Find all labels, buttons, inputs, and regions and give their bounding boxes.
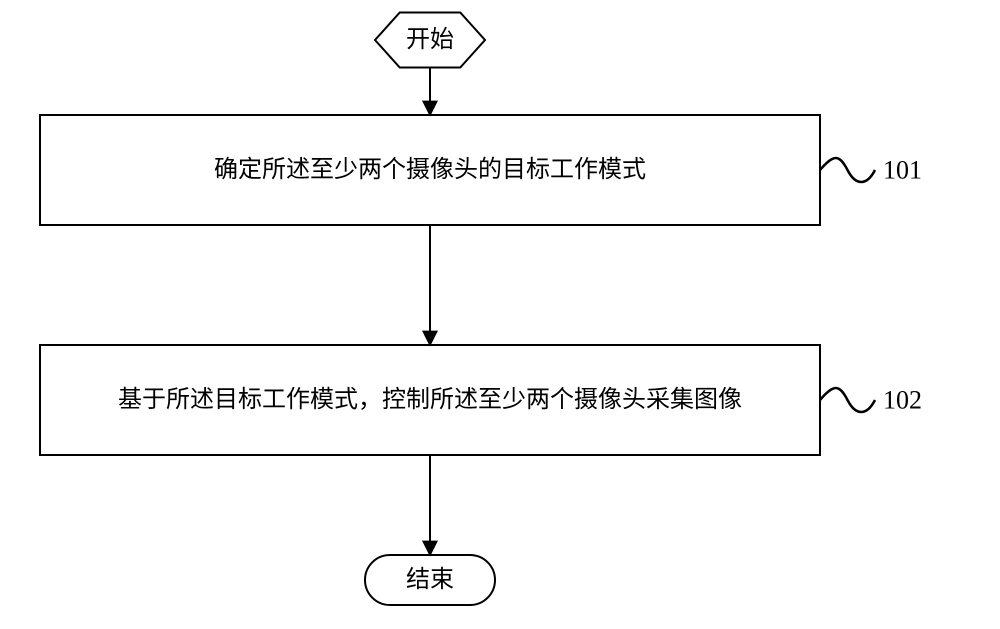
node-label-start: 开始 [406, 26, 454, 53]
node-label-end: 结束 [406, 566, 454, 593]
annotation-label-step1: 101 [883, 156, 922, 185]
node-label-step2: 基于所述目标工作模式，控制所述至少两个摄像头采集图像 [118, 386, 742, 413]
node-label-step1: 确定所述至少两个摄像头的目标工作模式 [214, 156, 646, 183]
tilde-step2 [820, 388, 875, 412]
tilde-step1 [820, 158, 875, 182]
node-start: 开始 [375, 13, 485, 68]
annotation-label-step2: 102 [883, 386, 922, 415]
node-step2: 基于所述目标工作模式，控制所述至少两个摄像头采集图像 [40, 345, 820, 455]
node-end: 结束 [365, 555, 495, 605]
flowchart-canvas: 开始确定所述至少两个摄像头的目标工作模式基于所述目标工作模式，控制所述至少两个摄… [0, 0, 1000, 629]
node-step1: 确定所述至少两个摄像头的目标工作模式 [40, 115, 820, 225]
